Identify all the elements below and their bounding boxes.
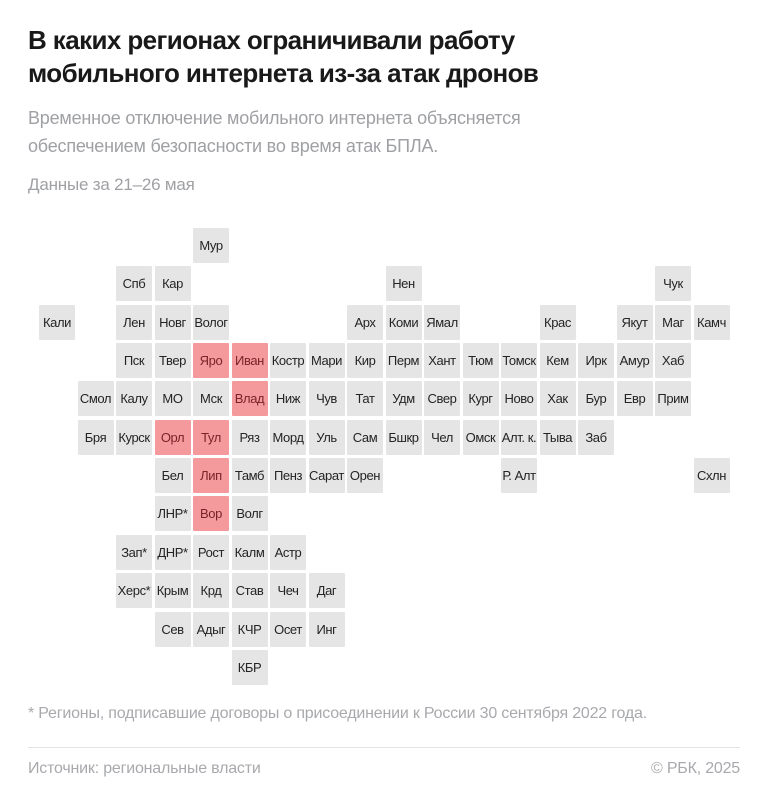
region-tile: Кар	[154, 266, 191, 302]
region-tile: Перм	[385, 343, 422, 379]
region-tile: Коми	[385, 304, 422, 340]
region-tile: Тюм	[462, 343, 499, 379]
region-tile: Свер	[424, 381, 460, 417]
region-tile: Курск	[116, 419, 152, 455]
region-tile: Удм	[385, 381, 422, 417]
region-tile: Сам	[347, 419, 383, 455]
region-tile: Сев	[154, 611, 191, 647]
region-tile: ЛНР*	[154, 496, 191, 532]
region-tile: Калу	[116, 381, 152, 417]
footer-divider	[28, 747, 740, 748]
region-tile: Якут	[616, 304, 653, 340]
region-tile: ДНР*	[154, 534, 191, 570]
region-tile: Крд	[193, 573, 229, 609]
region-tile: Волг	[231, 496, 268, 532]
region-tile: Р. Алт	[501, 458, 537, 494]
region-tile: Алт. к.	[501, 419, 537, 455]
region-tile: Яро	[193, 343, 229, 379]
region-tile: Чук	[655, 266, 691, 302]
header: В каких регионах ограничивали работу моб…	[0, 0, 768, 197]
region-tile: Хаб	[655, 343, 691, 379]
region-tile: Тат	[347, 381, 383, 417]
region-tile: Тыва	[539, 419, 576, 455]
region-tile: Крым	[154, 573, 191, 609]
region-tile: Чеч	[270, 573, 306, 609]
region-tile: Морд	[270, 419, 306, 455]
region-tile: Бшкр	[385, 419, 422, 455]
subtitle: Временное отключение мобильного интернет…	[28, 108, 521, 156]
region-tile: Арх	[347, 304, 383, 340]
region-tile: Сарат	[308, 458, 345, 494]
region-tile: Спб	[116, 266, 152, 302]
region-tile: Кург	[462, 381, 499, 417]
region-tile: Ряз	[231, 419, 268, 455]
region-tile: Лен	[116, 304, 152, 340]
region-tile: Вор	[193, 496, 229, 532]
region-tile: Мур	[193, 228, 229, 263]
region-tile: Орл	[154, 419, 191, 455]
region-tile: Лип	[193, 458, 229, 494]
region-tile: Астр	[270, 534, 306, 570]
region-tile: Новг	[154, 304, 191, 340]
region-tile: Калм	[231, 534, 268, 570]
region-tile: Орен	[347, 458, 383, 494]
region-tile: Влад	[231, 381, 268, 417]
region-tile: Схлн	[693, 458, 730, 494]
region-tile: Ниж	[270, 381, 306, 417]
region-tile: Маг	[655, 304, 691, 340]
region-tile: Адыг	[193, 611, 229, 647]
region-tile: КЧР	[231, 611, 268, 647]
region-tile: Кем	[539, 343, 576, 379]
region-tile: МО	[154, 381, 191, 417]
region-tile: Крас	[539, 304, 576, 340]
region-tile: Ирк	[578, 343, 614, 379]
region-tile: Омск	[462, 419, 499, 455]
region-tile: Прим	[655, 381, 691, 417]
region-tile: Инг	[308, 611, 345, 647]
region-tile: Ямал	[424, 304, 460, 340]
region-tile: Тамб	[231, 458, 268, 494]
region-tile: Ново	[501, 381, 537, 417]
region-tile: Осет	[270, 611, 306, 647]
copyright-label: © РБК, 2025	[650, 760, 740, 777]
region-tile: Даг	[308, 573, 345, 609]
region-tile: Бел	[154, 458, 191, 494]
region-tile: Евр	[616, 381, 653, 417]
region-tile: Заб	[578, 419, 614, 455]
region-tile: Зап*	[116, 534, 152, 570]
source-bar: Источник: региональные власти © РБК, 202…	[28, 760, 740, 778]
region-tile: Уль	[308, 419, 345, 455]
region-tile: Амур	[616, 343, 653, 379]
region-tile: Рост	[193, 534, 229, 570]
region-tile: Томск	[501, 343, 537, 379]
region-tile: Мари	[308, 343, 345, 379]
region-tile: Твер	[154, 343, 191, 379]
region-tile: Херс*	[116, 573, 152, 609]
region-tile: Камч	[693, 304, 730, 340]
region-tile: КБР	[231, 649, 268, 685]
region-tile: Иван	[231, 343, 268, 379]
region-tile: Тул	[193, 419, 229, 455]
region-tile: Хак	[539, 381, 576, 417]
region-tile: Кир	[347, 343, 383, 379]
region-tile: Волог	[193, 304, 229, 340]
page-title: В каких регионах ограничивали работу моб…	[28, 25, 539, 88]
region-tile: Хант	[424, 343, 460, 379]
region-tile: Став	[231, 573, 268, 609]
region-tile: Пенз	[270, 458, 306, 494]
region-tile: Пск	[116, 343, 152, 379]
region-tile: Чел	[424, 419, 460, 455]
region-tile: Костр	[270, 343, 306, 379]
footnote: * Регионы, подписавшие договоры о присое…	[28, 705, 647, 722]
region-tile: Бря	[77, 419, 114, 455]
region-tile: Мск	[193, 381, 229, 417]
region-tile: Кали	[39, 304, 75, 340]
source-label: Источник: региональные власти	[28, 760, 261, 777]
region-tile: Нен	[385, 266, 422, 302]
region-tile: Бур	[578, 381, 614, 417]
region-tile: Смол	[77, 381, 114, 417]
period-note: Данные за 21–26 мая	[28, 175, 195, 194]
region-tile: Чув	[308, 381, 345, 417]
